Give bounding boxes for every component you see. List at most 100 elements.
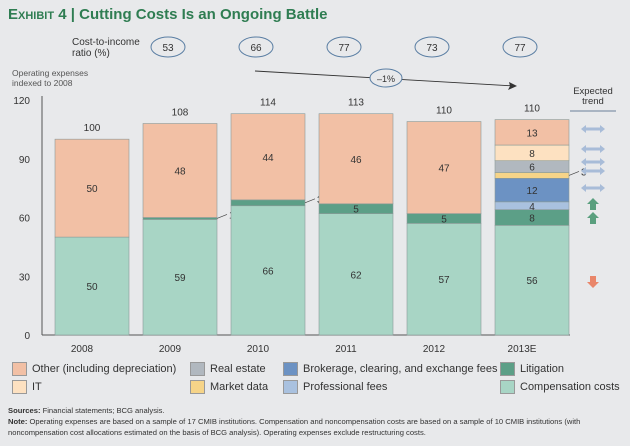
legend-label: Professional fees xyxy=(303,381,388,393)
data-label: 4 xyxy=(529,202,535,213)
flat-arrow-icon xyxy=(581,125,605,133)
flat-arrow-icon xyxy=(581,145,605,153)
cti-value: 77 xyxy=(514,43,526,54)
legend-swatch xyxy=(500,380,515,394)
total-label: 100 xyxy=(84,123,101,134)
trend-label: –1% xyxy=(377,74,395,84)
legend-label: Litigation xyxy=(520,363,565,375)
data-label: 50 xyxy=(86,184,98,195)
x-tick-label: 2010 xyxy=(247,344,270,355)
x-tick-label: 2013E xyxy=(508,344,537,355)
y-tick-label: 30 xyxy=(19,272,31,283)
data-label: 44 xyxy=(262,153,274,164)
cti-oval xyxy=(414,36,450,58)
trend-oval xyxy=(369,68,403,88)
legend-item: Real estate xyxy=(190,362,266,376)
title-text: Cutting Costs Is an Ongoing Battle xyxy=(79,6,328,23)
bar-segment-other-including-depreciation- xyxy=(318,113,394,205)
data-label: 62 xyxy=(350,270,362,281)
data-label: 59 xyxy=(174,273,186,284)
cti-label-1: Cost-to-income xyxy=(72,37,140,48)
leader-line xyxy=(304,198,316,204)
data-label: 56 xyxy=(526,276,538,287)
bar-segment-other-including-depreciation- xyxy=(142,123,218,218)
cti-oval xyxy=(502,36,538,58)
note-line: Note: Operating expenses are based on a … xyxy=(8,417,581,437)
legend-item: IT xyxy=(12,380,42,394)
exhibit-number: Exhibit 4 xyxy=(8,6,67,23)
legend-item: Litigation xyxy=(500,362,564,376)
leader-line xyxy=(568,171,580,176)
bar-segment-other-including-depreciation- xyxy=(230,113,306,201)
legend-swatch xyxy=(500,362,515,376)
expected-trend-title: trend xyxy=(582,96,604,107)
stacked-bar-chart: 0 30 60 90 120 Operating expenses indexed to 2… xyxy=(12,36,616,355)
x-tick-label: 2008 xyxy=(71,344,94,355)
data-label: 57 xyxy=(438,275,450,286)
data-label: 12 xyxy=(526,186,538,197)
x-tick-label: 2012 xyxy=(423,344,446,355)
bar-segment-litigation xyxy=(230,199,306,207)
down-arrow-icon xyxy=(587,276,599,288)
y-tick-label: 60 xyxy=(19,214,31,225)
legend-label: IT xyxy=(32,381,42,393)
bar-segment-other-including-depreciation- xyxy=(406,121,482,214)
cti-value: 77 xyxy=(338,43,350,54)
cti-oval xyxy=(150,36,186,58)
y-tick-label: 90 xyxy=(19,155,31,166)
bar-segment-other-including-depreciation- xyxy=(54,138,130,238)
legend-item: Professional fees xyxy=(283,380,387,394)
bar-segment-compensation-costs xyxy=(406,223,482,336)
y-axis-label: Operating expenses indexed to 2008 xyxy=(12,68,88,88)
data-label: 47 xyxy=(438,164,450,175)
bar-segment-other-including-depreciation- xyxy=(494,119,570,146)
legend-item: Brokerage, clearing, and exchange fees xyxy=(283,362,497,376)
legend-swatch xyxy=(12,380,27,394)
x-tick-label: 2011 xyxy=(335,344,357,355)
data-label: 5 xyxy=(441,214,447,225)
footnotes: Sources: Financial statements; BCG analy… xyxy=(8,405,628,438)
total-label: 114 xyxy=(260,98,276,109)
cti-value: 73 xyxy=(426,43,438,54)
legend-swatch xyxy=(190,362,205,376)
total-label: 110 xyxy=(524,104,540,115)
sources-line: Sources: Financial statements; BCG analy… xyxy=(8,406,165,415)
legend-swatch xyxy=(283,380,298,394)
data-label: 8 xyxy=(529,149,535,160)
data-label: 6 xyxy=(529,163,535,174)
up-arrow-icon xyxy=(587,198,599,210)
up-arrow-icon xyxy=(587,212,599,224)
total-label: 113 xyxy=(348,98,364,109)
legend-item: Compensation costs xyxy=(500,380,620,394)
cti-oval xyxy=(238,36,274,58)
legend-item: Market data xyxy=(190,380,268,394)
cti-value: 53 xyxy=(162,43,174,54)
leader-line xyxy=(216,214,228,219)
legend-label: Other (including depreciation) xyxy=(32,363,177,375)
x-tick-label: 2009 xyxy=(159,344,182,355)
bar-segment-compensation-costs xyxy=(494,225,570,336)
flat-arrow-icon xyxy=(581,167,605,175)
data-label: 50 xyxy=(86,282,98,293)
legend-label: Market data xyxy=(210,381,269,393)
y-tick-label: 0 xyxy=(24,331,30,342)
expected-trend-title: Expected xyxy=(573,86,613,97)
flat-arrow-icon xyxy=(581,184,605,192)
total-label: 108 xyxy=(172,108,189,119)
legend-label: Brokerage, clearing, and exchange fees xyxy=(303,363,498,375)
total-label: 110 xyxy=(436,106,452,117)
data-label: 48 xyxy=(174,167,186,178)
legend-label: Real estate xyxy=(210,363,266,375)
legend-item: Other (including depreciation) xyxy=(12,362,176,376)
data-label: 13 xyxy=(526,128,538,139)
exhibit-title: Exhibit 4 | Cutting Costs Is an Ongoing … xyxy=(8,6,328,23)
cti-label-2: ratio (%) xyxy=(72,48,110,59)
trend-arrowhead xyxy=(508,82,517,90)
cti-value: 66 xyxy=(250,43,262,54)
cti-oval xyxy=(326,36,362,58)
bar-segment-compensation-costs xyxy=(54,236,130,336)
y-tick-label: 120 xyxy=(13,96,30,107)
legend-swatch xyxy=(12,362,27,376)
legend-swatch xyxy=(283,362,298,376)
